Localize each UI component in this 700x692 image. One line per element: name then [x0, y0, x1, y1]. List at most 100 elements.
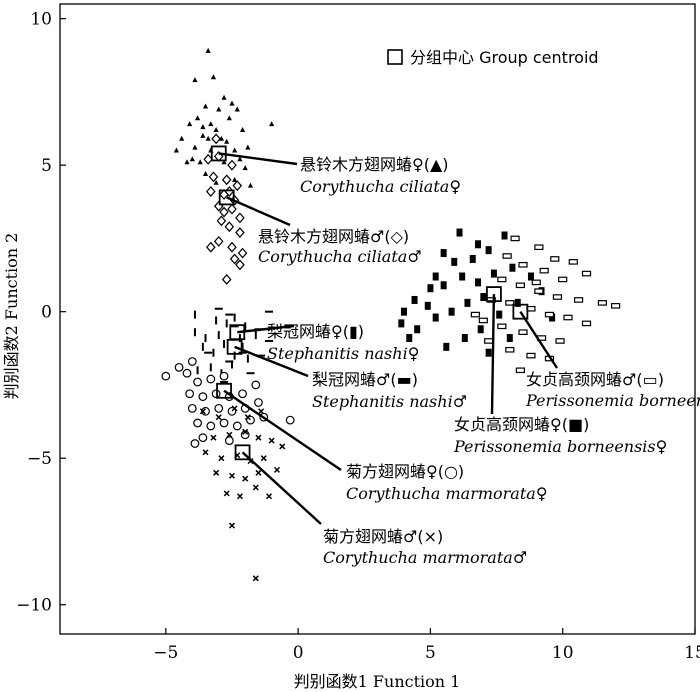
legend: 分组中心 Group centroid	[387, 48, 599, 67]
point-triangle	[202, 103, 209, 109]
annotation-label-cn: 梨冠网蝽♀(▮)	[267, 322, 364, 341]
point-diamond	[206, 186, 216, 197]
annotation-label-en: Corythucha marmorata♀	[346, 484, 548, 503]
point-diamond	[206, 241, 216, 253]
point-triangle	[232, 147, 238, 153]
point-diamond	[216, 215, 227, 227]
point-dash-box	[497, 323, 507, 330]
point-circle	[206, 421, 216, 431]
point-cross	[252, 575, 259, 582]
point-square	[443, 342, 450, 351]
point-cross	[260, 455, 267, 462]
point-dash-box	[558, 276, 568, 283]
point-dash	[230, 325, 239, 328]
point-square	[501, 231, 508, 240]
annotation-label-cn: 梨冠网蝽♂(▬)	[312, 370, 418, 389]
point-cross	[255, 434, 262, 441]
point-circle	[214, 403, 224, 413]
point-triangle	[245, 144, 251, 150]
x-tick-label: −5	[153, 643, 178, 663]
y-axis-title: 判别函数2 Function 2	[2, 233, 21, 400]
y-tick-label: −10	[16, 596, 52, 616]
point-triangle	[200, 124, 206, 130]
series-bar	[193, 310, 257, 378]
point-dash-box	[526, 352, 536, 359]
point-dash	[204, 351, 213, 354]
annotation-leader-line	[218, 152, 298, 166]
point-triangle	[202, 170, 209, 176]
point-dash-box	[597, 300, 607, 306]
point-cross	[223, 490, 230, 497]
point-bar	[244, 322, 247, 331]
legend-centroid-symbol	[387, 49, 403, 65]
point-triangle	[229, 100, 235, 106]
annotation-label-cn: 菊方翅网蝽♂(×)	[323, 527, 443, 546]
point-cross	[231, 405, 238, 412]
legend-label: 分组中心 Group centroid	[410, 48, 599, 67]
point-circle	[198, 392, 208, 402]
point-cross	[265, 493, 273, 500]
annotation-label-en: Stephanitis nashi♂	[312, 392, 467, 411]
point-triangle	[179, 135, 185, 141]
x-tick-label: 0	[293, 643, 304, 663]
point-triangle	[208, 121, 214, 127]
annotation-label-cn: 悬铃木方翅网蝽♂(◇)	[258, 227, 409, 246]
point-bar	[209, 363, 212, 372]
point-circle	[182, 368, 192, 378]
point-square	[406, 334, 413, 343]
point-triangle	[242, 165, 248, 171]
point-square	[461, 334, 468, 343]
point-dash-box	[515, 367, 525, 374]
point-dash	[246, 372, 255, 375]
group-centroid-marker	[234, 444, 251, 461]
y-tick-label: 5	[41, 156, 52, 176]
point-circle	[193, 377, 202, 387]
point-triangle	[173, 147, 180, 153]
point-bar	[223, 339, 226, 348]
x-tick-label: 10	[552, 643, 574, 663]
point-diamond	[227, 241, 237, 253]
annotation-label-en: Corythucha ciliata♀	[300, 177, 461, 196]
point-square	[411, 295, 418, 304]
point-square	[400, 307, 407, 316]
point-circle	[251, 380, 261, 390]
point-cross	[218, 455, 225, 462]
point-square	[432, 272, 439, 281]
point-square	[427, 284, 434, 293]
point-dash-box	[497, 276, 507, 283]
point-square	[424, 301, 431, 310]
point-triangle	[192, 77, 198, 83]
point-square	[414, 325, 421, 334]
group-centroid-marker	[226, 338, 243, 355]
point-diamond	[208, 171, 219, 183]
point-diamond	[235, 212, 245, 224]
point-square	[469, 254, 476, 263]
point-circle	[174, 362, 184, 372]
x-tick-label: 5	[425, 643, 436, 663]
point-triangle	[213, 179, 219, 185]
point-bar	[212, 348, 215, 357]
point-bar	[241, 342, 244, 351]
point-cross	[236, 493, 243, 500]
point-dash-box	[563, 314, 573, 321]
point-square	[448, 307, 455, 316]
point-triangle	[194, 115, 201, 121]
y-tick-label: −5	[27, 449, 52, 469]
point-diamond	[232, 180, 243, 192]
plot-frame	[59, 3, 696, 635]
point-square	[475, 278, 482, 287]
point-dash-box	[555, 338, 565, 344]
point-triangle	[234, 106, 240, 112]
point-bar	[215, 316, 218, 325]
point-dash-box	[484, 338, 494, 344]
annotations: 悬铃木方翅网蝽♀(▲) Corythucha ciliata♀ 悬铃木方翅网蝽♂(◇…	[218, 152, 700, 567]
group-centroid-marker	[218, 189, 235, 206]
series-triangle	[173, 47, 275, 188]
point-dash	[265, 310, 274, 313]
y-tick-label: 0	[41, 303, 52, 323]
annotation-leader-line	[234, 345, 309, 378]
point-square	[496, 310, 503, 319]
data-points	[161, 47, 621, 582]
point-square	[527, 272, 534, 281]
point-dash-box	[505, 300, 515, 306]
